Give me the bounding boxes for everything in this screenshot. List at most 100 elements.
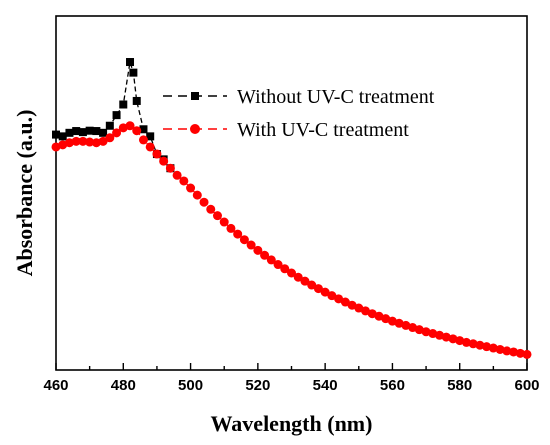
data-point [300,276,310,286]
data-point [347,300,357,310]
data-point [327,291,337,301]
legend-marker [190,124,200,134]
data-point [112,128,122,138]
data-point [78,136,88,146]
plot-frame [55,15,528,371]
data-point [159,156,169,166]
data-point [313,284,323,294]
data-point [119,100,128,109]
x-axis-title: Wavelength (nm) [211,411,373,436]
data-point [515,348,525,358]
data-point [146,132,155,141]
data-point [199,197,209,207]
data-point [92,127,101,136]
data-point [435,330,445,340]
data-point [105,121,114,130]
data-point [441,332,451,342]
data-point [273,260,283,270]
legend-marker [191,92,199,100]
data-point [152,149,162,159]
x-tick-label: 520 [245,377,270,394]
data-point [138,135,148,145]
data-point [52,130,60,139]
data-point [212,211,222,221]
legend-item: Without UV-C treatment [163,86,435,108]
data-point [85,126,94,135]
legend-item: With UV-C treatment [163,119,409,141]
legend: Without UV-C treatment With UV-C treatmen… [163,86,435,141]
data-point [522,349,532,359]
data-point [233,229,243,239]
data-point [125,121,135,131]
data-point [246,240,256,250]
data-point [287,268,296,278]
data-point [455,336,465,346]
x-tick-label: 540 [313,377,338,394]
series-line [55,124,528,356]
data-point [186,183,196,193]
data-point [340,297,350,307]
data-point [320,287,330,297]
data-point [266,255,276,265]
series-layer [51,58,532,359]
data-point [64,138,74,148]
data-point [334,294,344,304]
data-point [280,264,290,274]
plot-border [55,15,528,371]
x-tick-label: 560 [380,377,405,394]
data-point [421,327,431,337]
data-point [239,235,249,245]
x-axis-ticks: 460 480 500 520 540 560 580 600 [43,363,540,394]
legend-label: Without UV-C treatment [237,86,435,108]
data-point [112,111,121,120]
data-point [226,223,236,233]
data-point [502,346,512,356]
data-point [71,136,81,146]
data-point [132,96,141,105]
data-point [461,337,471,347]
data-point [145,142,155,152]
data-point [139,125,148,134]
data-point [172,170,182,180]
data-point [78,128,87,137]
series-2 [51,121,532,359]
legend-label: With UV-C treatment [237,119,409,141]
data-point [206,204,216,214]
x-tick-label: 460 [43,377,68,394]
data-point [192,190,202,200]
data-point [126,58,135,67]
x-tick-label: 580 [447,377,472,394]
data-point [448,334,458,344]
data-point [91,138,101,148]
data-point [165,163,175,173]
data-point [495,344,505,354]
data-point [468,339,478,349]
data-point [428,329,438,339]
data-point [85,137,95,147]
x-tick-label: 600 [514,377,539,394]
data-point [72,127,81,136]
data-point [179,176,189,186]
data-point [354,303,364,313]
data-point [132,126,142,136]
data-point [475,340,485,350]
data-point [253,245,263,255]
data-point [58,132,67,141]
y-axis-title: Absorbance (a.u.) [12,110,37,277]
data-point [293,272,303,282]
x-tick-label: 500 [178,377,203,394]
data-point [482,342,492,352]
data-point [488,343,498,353]
data-point [98,136,108,146]
data-point [129,68,138,77]
data-point [260,250,270,260]
x-tick-label: 480 [111,377,136,394]
data-point [219,217,229,227]
data-point [509,347,519,357]
data-point [361,306,371,316]
data-point [105,133,115,143]
data-point [99,128,108,137]
data-point [307,280,317,290]
data-point [65,128,74,137]
